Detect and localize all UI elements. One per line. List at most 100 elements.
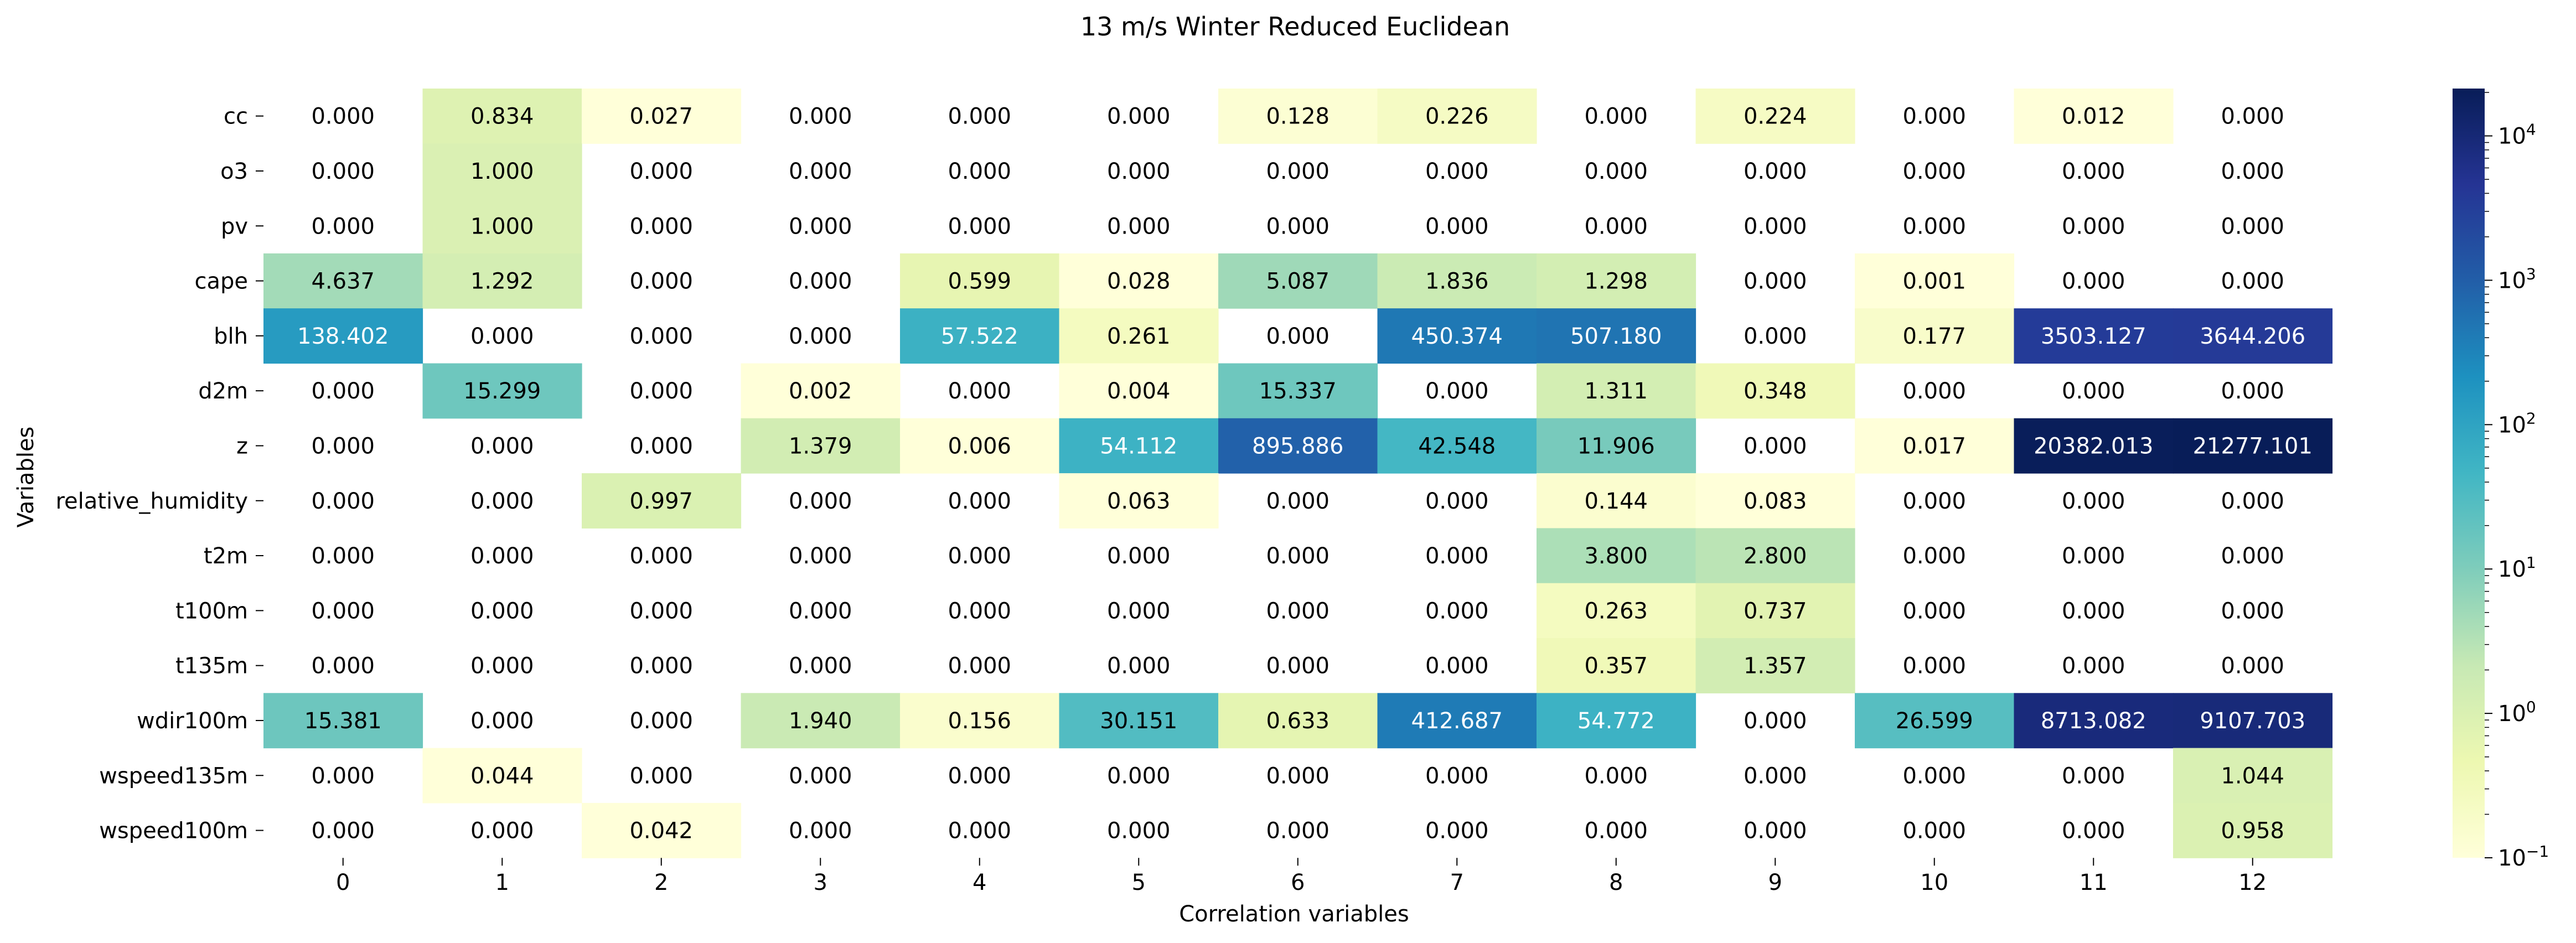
heatmap-cell: 0.000 [470, 543, 534, 569]
heatmap-cell-fill [1537, 528, 1696, 584]
heatmap-cell: 1.044 [2173, 748, 2333, 804]
heatmap-cell: 0.000 [1425, 159, 1489, 184]
heatmap-cell-value: 0.000 [311, 598, 375, 624]
heatmap-cell: 0.000 [2062, 214, 2125, 239]
heatmap-cell-value: 3.800 [1584, 543, 1648, 569]
heatmap-cell: 0.000 [629, 543, 693, 569]
heatmap-cell-value: 0.000 [789, 654, 852, 679]
heatmap-cell-value: 0.261 [1107, 324, 1171, 349]
heatmap-cell-value: 0.000 [2062, 159, 2125, 184]
y-tick-label: o3 [220, 159, 248, 184]
heatmap-cells: 0.000 0.834 0.027 0.000 0.000 0.000 0.128 0.226… [263, 89, 2333, 858]
heatmap-cell-value: 0.156 [948, 708, 1011, 734]
heatmap-cell: 0.599 [900, 253, 1060, 309]
heatmap-cell: 0.000 [1902, 214, 1966, 239]
heatmap-cell-value: 0.000 [1584, 104, 1648, 129]
heatmap-cell: 0.348 [1695, 363, 1855, 419]
heatmap-cell-fill [1377, 418, 1537, 474]
heatmap-cell-value: 1.298 [1584, 269, 1648, 294]
heatmap-cell-value: 1.940 [789, 708, 852, 734]
heatmap-cell: 1.000 [422, 143, 582, 199]
heatmap-cell: 0.004 [1059, 363, 1219, 419]
heatmap-cell-fill [582, 802, 742, 858]
heatmap-cell-fill [263, 693, 423, 749]
heatmap-cell-fill [1695, 583, 1855, 639]
heatmap-cell: 0.000 [2062, 489, 2125, 514]
heatmap-cell: 0.000 [1266, 324, 1330, 349]
heatmap-cell: 0.000 [789, 818, 852, 844]
x-tick-label: 1 [495, 870, 509, 895]
x-tick-label: 0 [336, 870, 350, 895]
heatmap-cell-value: 9107.703 [2200, 708, 2305, 734]
heatmap-cell: 0.000 [789, 269, 852, 294]
heatmap-cell-fill [1218, 253, 1378, 309]
heatmap-cell-fill [1537, 253, 1696, 309]
heatmap-cell-value: 11.906 [1577, 433, 1655, 459]
heatmap-cell-fill [2173, 418, 2333, 474]
heatmap-cell: 0.000 [1902, 654, 1966, 679]
heatmap-cell-value: 0.000 [1107, 104, 1171, 129]
colorbar-ticks: 104 103 102 101 100 10−1 [2485, 92, 2549, 871]
heatmap-cell: 0.000 [948, 543, 1011, 569]
heatmap-cell-fill [1695, 89, 1855, 144]
heatmap-cell: 0.000 [629, 598, 693, 624]
heatmap-cell-fill [2014, 418, 2174, 474]
heatmap-cell-value: 0.000 [311, 543, 375, 569]
heatmap-cell-value: 0.000 [789, 543, 852, 569]
heatmap-cell-value: 0.006 [948, 433, 1011, 459]
heatmap-cell: 0.000 [789, 543, 852, 569]
heatmap-cell-value: 0.000 [948, 214, 1011, 239]
heatmap-cell-value: 412.687 [1411, 708, 1503, 734]
heatmap-cell-value: 0.000 [1744, 324, 1807, 349]
heatmap-cell: 0.000 [311, 433, 375, 459]
heatmap-cell-value: 4.637 [311, 269, 375, 294]
heatmap-cell-value: 0.000 [629, 324, 693, 349]
heatmap-cell: 0.000 [2062, 598, 2125, 624]
heatmap-cell: 0.000 [629, 433, 693, 459]
heatmap-cell-value: 0.000 [2062, 818, 2125, 844]
heatmap-cell: 0.000 [1425, 598, 1489, 624]
heatmap-cell-fill [900, 693, 1060, 749]
heatmap-cell-value: 0.004 [1107, 379, 1171, 404]
heatmap-cell: 0.958 [2173, 802, 2333, 858]
heatmap-cell-value: 0.000 [629, 708, 693, 734]
heatmap-cell: 412.687 [1377, 693, 1537, 749]
heatmap-cell: 0.000 [629, 324, 693, 349]
heatmap-cell-fill [263, 308, 423, 364]
heatmap-cell-value: 0.000 [1107, 598, 1171, 624]
heatmap-cell: 0.000 [1584, 214, 1648, 239]
heatmap-cell-value: 0.000 [629, 159, 693, 184]
heatmap-cell: 0.000 [1107, 763, 1171, 789]
heatmap-cell-value: 0.063 [1107, 489, 1171, 514]
heatmap-cell: 0.000 [629, 763, 693, 789]
heatmap-cell-fill [1537, 583, 1696, 639]
heatmap-cell-fill [422, 363, 582, 419]
heatmap-cell: 0.997 [582, 473, 742, 529]
heatmap-cell-value: 15.337 [1259, 379, 1337, 404]
heatmap-cell-value: 0.000 [1266, 324, 1330, 349]
heatmap-cell: 0.000 [629, 214, 693, 239]
heatmap-cell-fill [1537, 693, 1696, 749]
heatmap-cell: 0.000 [2221, 214, 2284, 239]
heatmap-cell: 0.000 [2221, 543, 2284, 569]
heatmap-cell-value: 0.000 [311, 818, 375, 844]
heatmap-cell: 0.000 [948, 159, 1011, 184]
heatmap-cell-value: 1.000 [470, 159, 534, 184]
heatmap-cell: 0.000 [1584, 818, 1648, 844]
heatmap-cell: 3644.206 [2173, 308, 2333, 364]
heatmap-cell: 0.042 [582, 802, 742, 858]
heatmap-cell: 0.000 [2062, 543, 2125, 569]
heatmap-cell-value: 0.000 [1902, 489, 1966, 514]
y-tick-label: cape [194, 269, 248, 294]
heatmap-cell: 0.000 [789, 763, 852, 789]
heatmap-cell-value: 0.000 [470, 324, 534, 349]
heatmap-cell-value: 0.000 [2221, 269, 2284, 294]
heatmap-cell: 0.000 [2221, 159, 2284, 184]
heatmap-cell-value: 30.151 [1100, 708, 1177, 734]
heatmap-cell-value: 0.000 [1107, 818, 1171, 844]
heatmap-cell-fill [422, 143, 582, 199]
heatmap-cell: 0.000 [1107, 818, 1171, 844]
heatmap-cell: 0.000 [948, 654, 1011, 679]
heatmap-cell: 0.000 [470, 489, 534, 514]
heatmap-cell: 0.261 [1059, 308, 1219, 364]
